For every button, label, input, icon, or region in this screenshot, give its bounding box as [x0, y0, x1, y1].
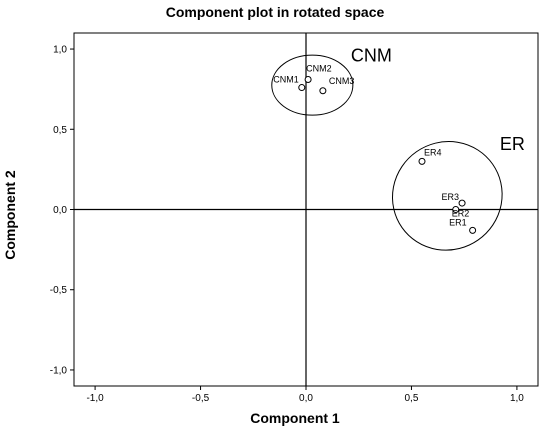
- group-ellipses: CNM ER: [271, 46, 525, 251]
- cluster-ellipse-er: [391, 141, 503, 251]
- x-axis: -1,0 -0,5 0,0 0,5 1,0: [86, 386, 524, 404]
- x-tick-label: 0,0: [299, 393, 313, 404]
- data-point-label: CNM3: [329, 76, 355, 86]
- data-point-label: ER2: [452, 209, 470, 219]
- x-tick-label: 1,0: [510, 393, 524, 404]
- y-axis-label: Component 2: [2, 170, 18, 260]
- y-tick-label: 1,0: [53, 45, 67, 56]
- y-tick-label: 0,5: [53, 125, 67, 136]
- reference-lines: [74, 33, 538, 386]
- data-point-er4: [418, 157, 426, 165]
- cluster-label-er: ER: [500, 134, 525, 154]
- cluster-ellipse-cnm: [271, 54, 354, 116]
- data-point-label: ER4: [424, 147, 442, 157]
- y-tick-label: -1,0: [50, 365, 68, 376]
- data-point-er1: [469, 226, 477, 234]
- y-tick-label: -0,5: [50, 285, 68, 296]
- data-point-label: ER1: [449, 217, 467, 227]
- data-point-cnm2: [304, 76, 312, 84]
- cluster-label-cnm: CNM: [351, 46, 392, 66]
- x-tick-label: 0,5: [405, 393, 419, 404]
- data-point-label: CNM1: [273, 75, 299, 85]
- x-axis-label: Component 1: [250, 410, 340, 426]
- y-axis: 1,0 0,5 0,0 -0,5 -1,0: [50, 45, 74, 376]
- chart-title: Component plot in rotated space: [165, 4, 385, 20]
- x-tick-label: -1,0: [86, 393, 104, 404]
- data-point-cnm1: [298, 84, 306, 92]
- data-point-label: ER3: [442, 192, 460, 202]
- data-point-er2: [452, 206, 460, 213]
- y-tick-label: 0,0: [53, 205, 67, 216]
- data-point-er3: [458, 199, 466, 207]
- x-tick-label: -0,5: [192, 393, 210, 404]
- data-point-cnm3: [319, 87, 327, 95]
- data-point-label: CNM2: [306, 64, 332, 74]
